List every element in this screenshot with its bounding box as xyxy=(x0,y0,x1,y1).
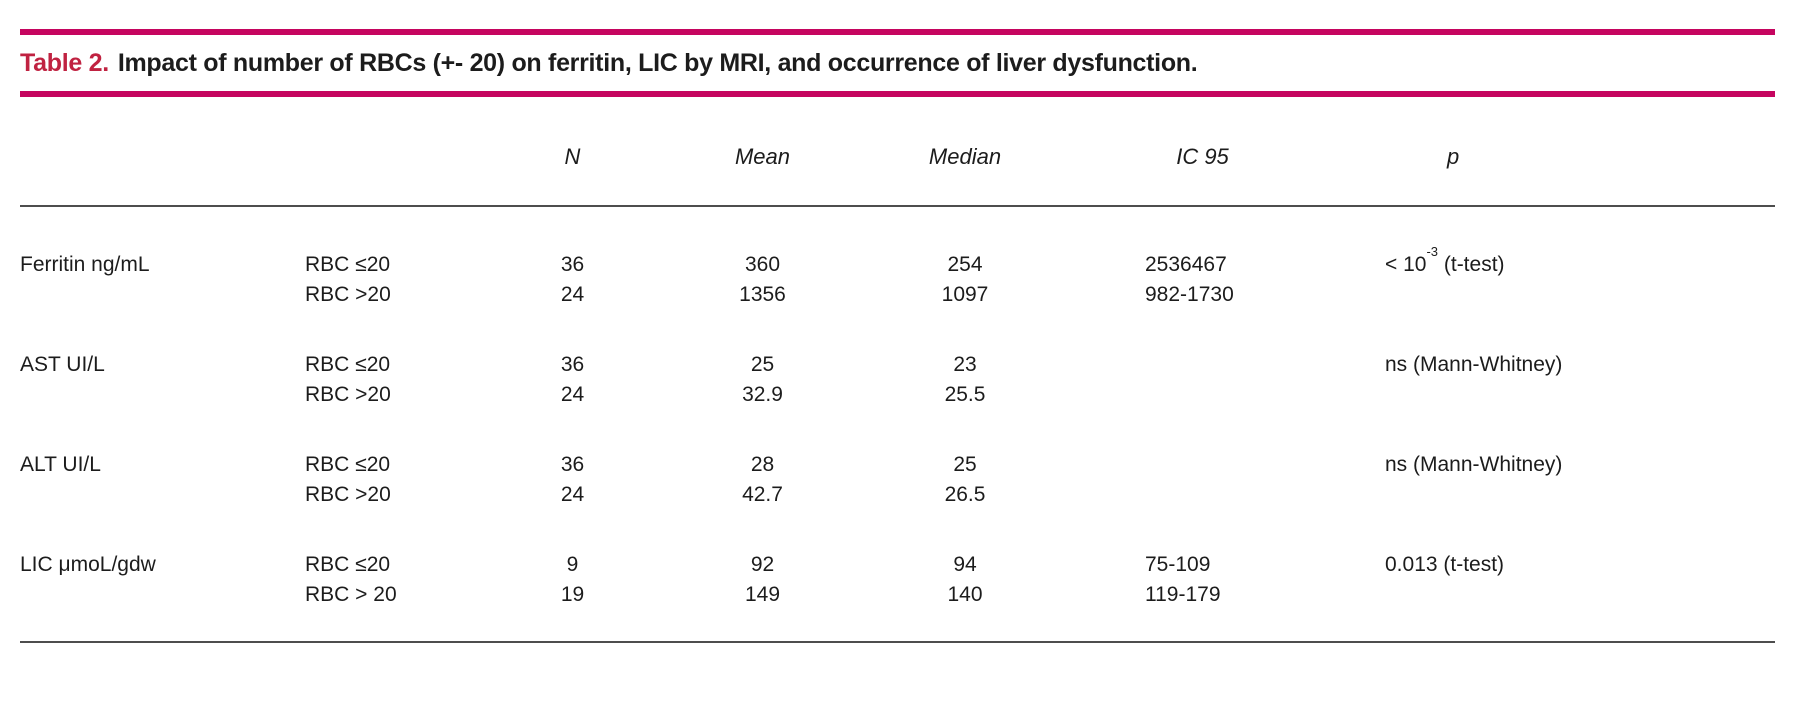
p-value-pre: ns (Mann-Whitney) xyxy=(1385,353,1563,376)
ic95-value xyxy=(1030,450,1375,480)
p-value-empty xyxy=(1375,480,1775,510)
mean-value: 28 xyxy=(750,453,775,476)
table-group-lic: LIC μmoL/gdw RBC ≤20 9 92 94 75-109 0.01… xyxy=(20,550,1775,610)
rbc-group-label: RBC >20 xyxy=(305,383,391,406)
median-value: 140 xyxy=(947,583,983,606)
rbc-group-label: RBC > 20 xyxy=(305,583,397,606)
rbc-group-label: RBC ≤20 xyxy=(305,353,391,376)
mean-value: 42.7 xyxy=(742,483,783,506)
paper-table-figure: Table 2. Impact of number of RBCs (+- 20… xyxy=(20,29,1775,643)
n-value: 9 xyxy=(566,553,579,576)
median-value: 94 xyxy=(953,553,977,576)
p-value-pre: ns (Mann-Whitney) xyxy=(1385,453,1563,476)
p-value-empty xyxy=(1375,580,1775,610)
table-row: RBC >20 24 32.9 25.5 xyxy=(20,380,1775,410)
header-divider-rule xyxy=(20,205,1775,207)
n-value: 24 xyxy=(560,483,585,506)
table-row: ALT UI/L RBC ≤20 36 28 25 ns (Mann-Whitn… xyxy=(20,450,1775,480)
table-body: Ferritin ng/mL RBC ≤20 36 360 254 253646… xyxy=(20,207,1775,610)
rbc-group-label: RBC ≤20 xyxy=(305,253,391,276)
p-value-superscript: -3 xyxy=(1426,244,1439,259)
ic95-value: 2536467 xyxy=(1145,253,1227,276)
table-caption: Table 2. Impact of number of RBCs (+- 20… xyxy=(20,35,1775,91)
mean-value: 92 xyxy=(750,553,775,576)
median-value: 25 xyxy=(953,453,977,476)
parameter-label-empty xyxy=(20,480,305,510)
n-value: 24 xyxy=(560,383,585,406)
median-value: 25.5 xyxy=(944,383,986,406)
rbc-group-label: RBC >20 xyxy=(305,283,391,306)
table-row: RBC > 20 19 149 140 119-179 xyxy=(20,580,1775,610)
table-row: AST UI/L RBC ≤20 36 25 23 ns (Mann-Whitn… xyxy=(20,350,1775,380)
mean-value: 1356 xyxy=(739,283,786,306)
ic95-value: 119-179 xyxy=(1145,583,1221,606)
column-header-p: p xyxy=(1447,144,1460,169)
n-value: 36 xyxy=(560,453,585,476)
parameter-label: LIC μmoL/gdw xyxy=(20,553,156,576)
table-caption-number: Table 2. xyxy=(20,48,109,77)
table-group-alt: ALT UI/L RBC ≤20 36 28 25 ns (Mann-Whitn… xyxy=(20,450,1775,510)
p-value-empty xyxy=(1375,280,1775,310)
p-value: ns (Mann-Whitney) xyxy=(1375,350,1775,380)
median-value: 26.5 xyxy=(944,483,986,506)
table-row: RBC >20 24 1356 1097 982-1730 xyxy=(20,280,1775,310)
ic95-value: 982-1730 xyxy=(1145,283,1234,306)
rbc-group-label: RBC ≤20 xyxy=(305,453,391,476)
p-value: < 10-3 (t-test) xyxy=(1375,245,1775,280)
median-value: 1097 xyxy=(941,283,989,306)
mean-value: 360 xyxy=(744,253,781,276)
ic95-value xyxy=(1030,380,1375,410)
ic95-value xyxy=(1030,350,1375,380)
table-row: LIC μmoL/gdw RBC ≤20 9 92 94 75-109 0.01… xyxy=(20,550,1775,580)
ic95-value xyxy=(1030,480,1375,510)
median-value: 254 xyxy=(947,253,983,276)
p-value: 0.013 (t-test) xyxy=(1375,550,1775,580)
n-value: 36 xyxy=(560,353,585,376)
n-value: 36 xyxy=(560,253,585,276)
mean-value: 25 xyxy=(750,353,775,376)
table-caption-text: Impact of number of RBCs (+- 20) on ferr… xyxy=(117,48,1198,77)
table-group-ferritin: Ferritin ng/mL RBC ≤20 36 360 254 253646… xyxy=(20,245,1775,310)
rbc-group-label: RBC >20 xyxy=(305,483,391,506)
parameter-label-empty xyxy=(20,580,305,610)
table-row: RBC >20 24 42.7 26.5 xyxy=(20,480,1775,510)
column-header-n: N xyxy=(564,144,581,169)
rbc-group-label: RBC ≤20 xyxy=(305,553,391,576)
p-value-post: (t-test) xyxy=(1438,253,1505,276)
parameter-label: Ferritin ng/mL xyxy=(20,253,150,276)
parameter-label-empty xyxy=(20,280,305,310)
column-header-mean: Mean xyxy=(734,144,791,169)
n-value: 19 xyxy=(560,583,585,606)
caption-bottom-accent-rule xyxy=(20,91,1775,97)
p-value-pre: 0.013 (t-test) xyxy=(1385,553,1505,576)
median-value: 23 xyxy=(953,353,977,376)
p-value-pre: < 10 xyxy=(1385,253,1427,276)
column-header-ic95: IC 95 xyxy=(1176,144,1229,169)
table-row: Ferritin ng/mL RBC ≤20 36 360 254 253646… xyxy=(20,245,1775,280)
mean-value: 32.9 xyxy=(742,383,783,406)
parameter-label: AST UI/L xyxy=(20,353,105,376)
n-value: 24 xyxy=(560,283,585,306)
p-value-empty xyxy=(1375,380,1775,410)
p-value: ns (Mann-Whitney) xyxy=(1375,450,1775,480)
table-header-row: N Mean Median IC 95 p xyxy=(20,97,1775,205)
ic95-value: 75-109 xyxy=(1145,553,1211,576)
top-accent-rule xyxy=(20,29,1775,35)
parameter-label-empty xyxy=(20,380,305,410)
column-header-median: Median xyxy=(928,144,1002,169)
mean-value: 149 xyxy=(744,583,781,606)
parameter-label: ALT UI/L xyxy=(20,453,101,476)
table-group-ast: AST UI/L RBC ≤20 36 25 23 ns (Mann-Whitn… xyxy=(20,350,1775,410)
table-bottom-rule xyxy=(20,641,1775,643)
